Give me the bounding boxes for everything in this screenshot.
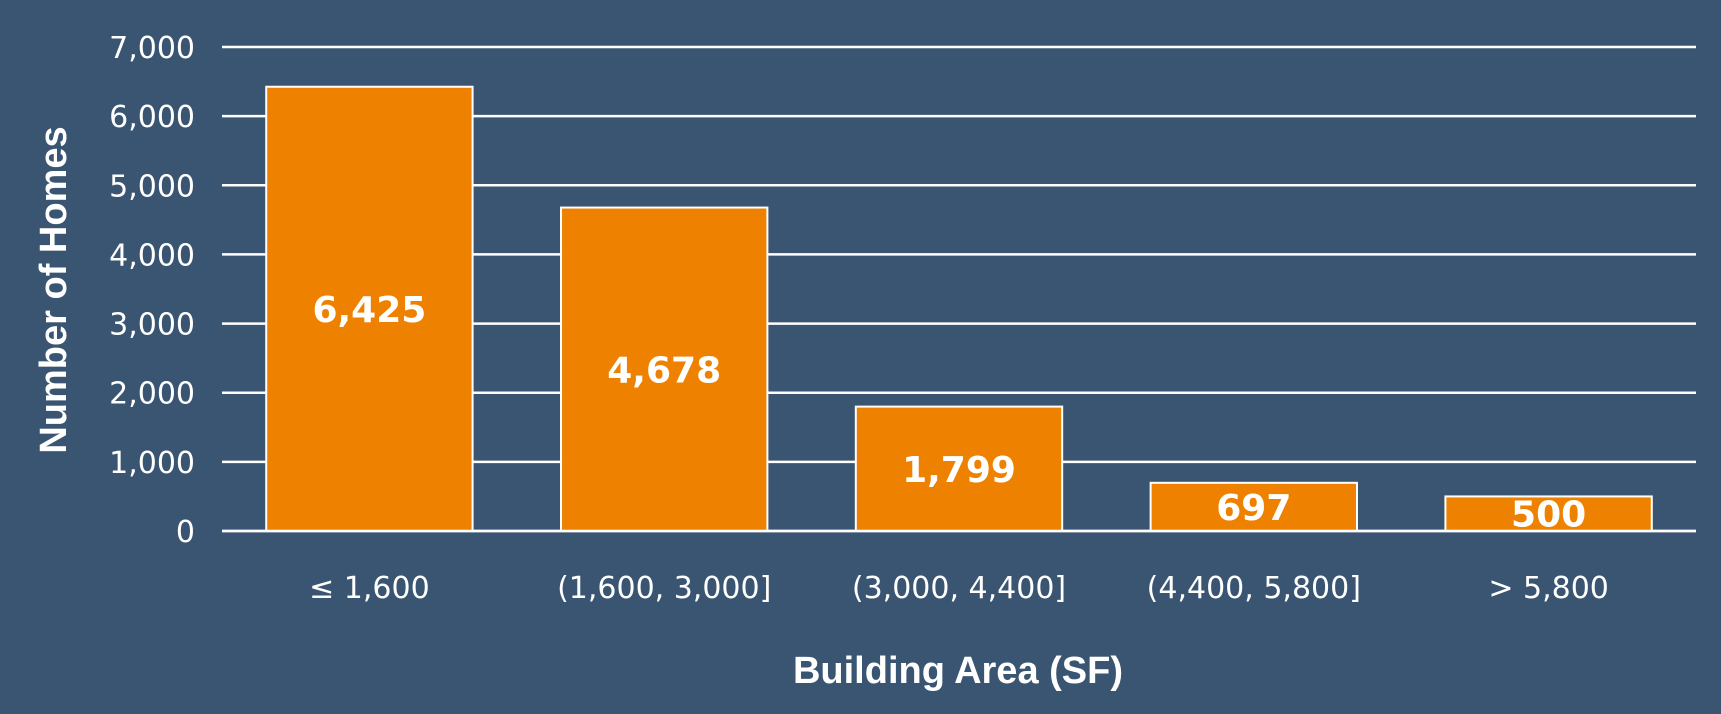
y-tick-label: 0 — [176, 515, 195, 550]
bar — [1149, 481, 1358, 533]
y-tick-label: 2,000 — [109, 377, 195, 412]
bar-data-label: 697 — [1216, 488, 1291, 529]
x-tick-label: ≤ 1,600 — [309, 571, 430, 606]
x-axis-title: Building Area (SF) — [793, 650, 1123, 692]
bar — [560, 206, 769, 532]
x-tick-label: (1,600, 3,000] — [557, 571, 771, 606]
x-tick-label: (4,400, 5,800] — [1147, 571, 1361, 606]
bar-data-label: 4,678 — [607, 350, 721, 391]
x-tick-label: (3,000, 4,400] — [852, 571, 1066, 606]
y-tick-label: 7,000 — [109, 31, 195, 66]
y-tick-label: 5,000 — [109, 169, 195, 204]
bar — [854, 405, 1064, 532]
x-tick-label: > 5,800 — [1488, 571, 1609, 606]
y-tick-label: 6,000 — [109, 100, 195, 135]
bar-data-label: 1,799 — [902, 450, 1016, 491]
y-tick-label: 1,000 — [109, 446, 195, 481]
y-axis-title: Number of Homes — [33, 126, 75, 453]
y-tick-label: 3,000 — [109, 308, 195, 343]
x-axis-ticks: ≤ 1,600 (1,600, 3,000] (3,000, 4,400] (4,40… — [309, 571, 1609, 606]
bar-data-label: 6,425 — [312, 290, 426, 331]
bars: 6,425 4,678 1,799 697 500 — [222, 85, 1696, 536]
bar — [265, 85, 474, 532]
y-tick-label: 4,000 — [109, 238, 195, 273]
y-axis-ticks: 0 1,000 2,000 3,000 4,000 5,000 6,000 7,000 — [109, 31, 195, 550]
bar-data-label: 500 — [1511, 495, 1586, 536]
